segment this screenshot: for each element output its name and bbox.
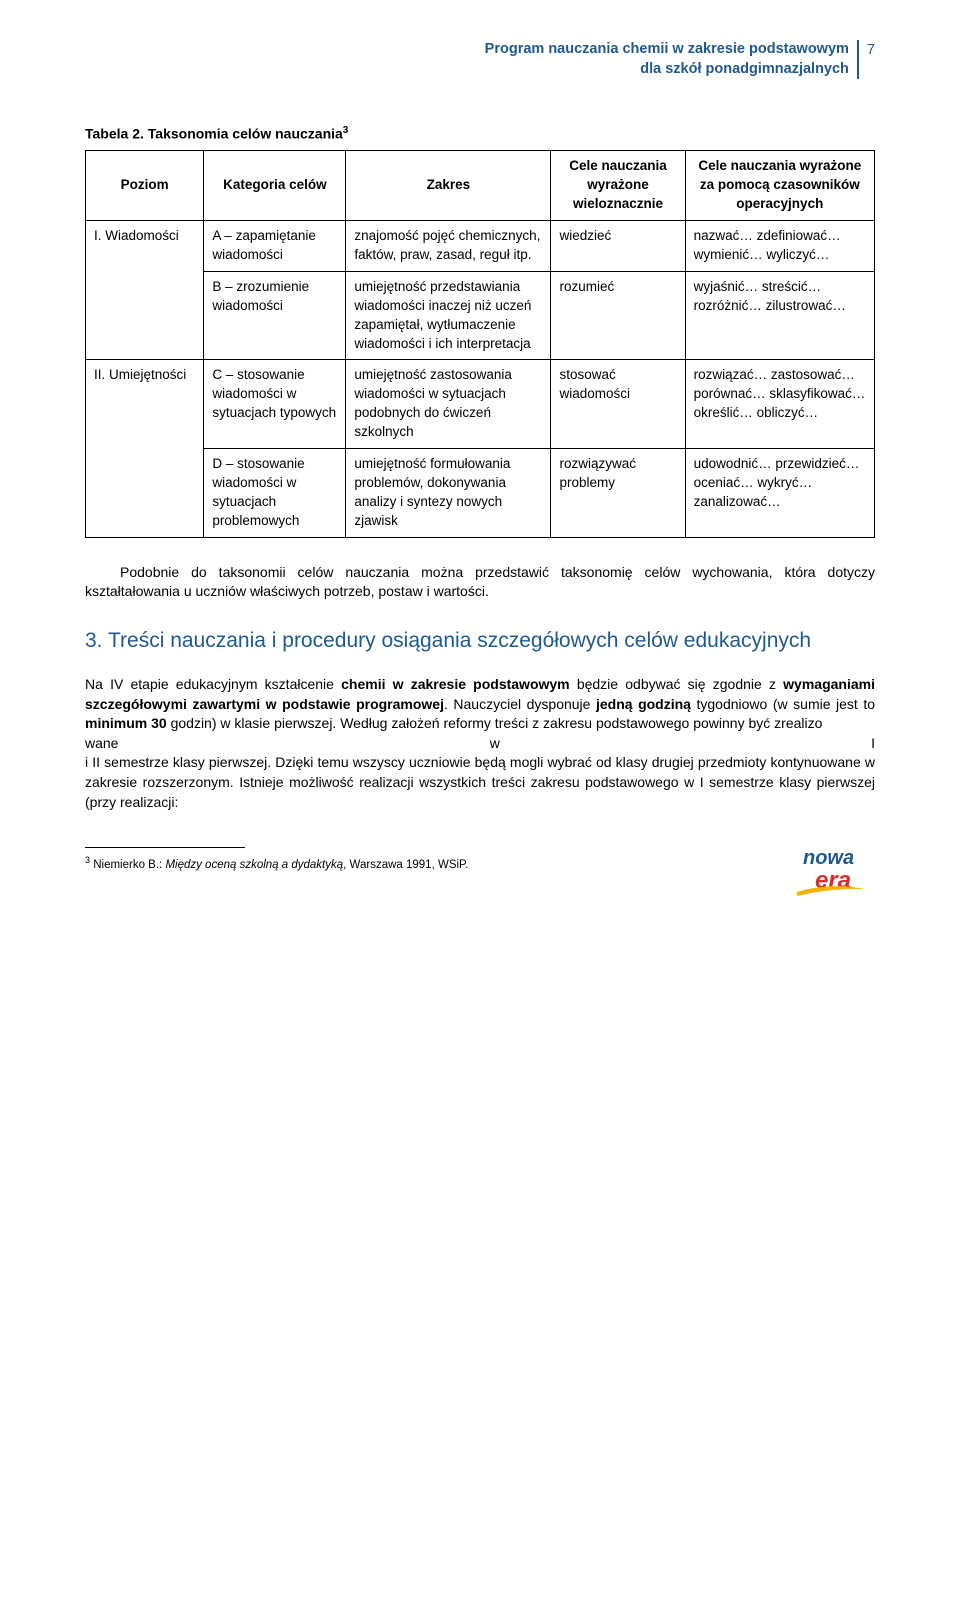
footnote-b: , Warszawa 1991, WSiP. (343, 859, 468, 871)
p2-sw1: wane (85, 735, 118, 751)
footnote-a: Niemierko B.: (90, 859, 165, 871)
p2-e: . Nauczyciel dysponuje (444, 696, 596, 712)
section-heading: 3. Treści nauczania i procedury osiągani… (85, 627, 875, 655)
header-title-line1: Program nauczania chemii w zakresie pods… (485, 41, 849, 57)
table-caption-sup: 3 (343, 125, 349, 136)
logo-svg: nowa era (785, 844, 875, 899)
cell-cele2: udowodnić… przewidzieć… oceniać… wykryć…… (685, 448, 874, 537)
cell-cele2: rozwiązać… zastosować… porównać… sklasyf… (685, 360, 874, 449)
body-paragraph-1: Podobnie do taksonomii celów nauczania m… (85, 563, 875, 602)
cell-kategoria: A – zapamiętanie wiadomości (204, 221, 346, 272)
cell-zakres: umiejętność formułowania problemów, doko… (346, 448, 551, 537)
col-header-cele-czas: Cele nauczania wyrażone za pomocą czasow… (685, 151, 874, 221)
col-header-poziom: Poziom (86, 151, 204, 221)
logo: nowa era (785, 844, 875, 905)
p2-b: chemii w zakresie podstawowym (341, 676, 570, 692)
page-number: 7 (857, 40, 875, 79)
cell-kategoria: D – stosowanie wiadomości w sytuacjach p… (204, 448, 346, 537)
cell-cele1: stosować wiadomości (551, 360, 685, 449)
p2-k: i II semestrze klasy pierwszej. Dzięki t… (85, 754, 875, 809)
cell-zakres: umiejętność zastosowania wiadomości w sy… (346, 360, 551, 449)
table-caption: Tabela 2. Taksonomia celów nauczania3 (85, 124, 875, 144)
col-header-kategoria: Kategoria celów (204, 151, 346, 221)
cell-cele1: wiedzieć (551, 221, 685, 272)
table-row: I. Wiadomości A – zapamiętanie wiadomośc… (86, 221, 875, 272)
footnote-italic: Między oceną szkolną a dydaktyką (165, 859, 343, 871)
p2-h: minimum 30 (85, 715, 167, 731)
p2-i: godzin) w klasie pierwszej. Według założ… (167, 715, 823, 731)
cell-cele2: nazwać… zdefiniować… wymienić… wyliczyć… (685, 221, 874, 272)
cell-cele1: rozumieć (551, 271, 685, 360)
cell-kategoria: C – stosowanie wiadomości w sytuacjach t… (204, 360, 346, 449)
cell-zakres: znajomość pojęć chemicznych, faktów, pra… (346, 221, 551, 272)
page-header: Program nauczania chemii w zakresie pods… (85, 40, 875, 79)
col-header-zakres: Zakres (346, 151, 551, 221)
taxonomy-table: Poziom Kategoria celów Zakres Cele naucz… (85, 150, 875, 537)
p2-sw2: w (490, 735, 500, 751)
cell-zakres: umiejętność przedstawiania wiadomości in… (346, 271, 551, 360)
header-inner: Program nauczania chemii w zakresie pods… (485, 40, 875, 79)
p2-spread: wane w I (85, 734, 875, 754)
p2-f: jedną godziną (596, 696, 691, 712)
table-header-row: Poziom Kategoria celów Zakres Cele naucz… (86, 151, 875, 221)
col-header-cele-wielo: Cele nauczania wyrażone wieloznacznie (551, 151, 685, 221)
body-paragraph-2: Na IV etapie edukacyjnym kształcenie che… (85, 675, 875, 812)
footnote: 3 Niemierko B.: Między oceną szkolną a d… (85, 854, 875, 873)
table-caption-text: Tabela 2. Taksonomia celów nauczania (85, 126, 343, 142)
p2-sw3: I (871, 735, 875, 751)
header-title-line2: dla szkół ponadgimnazjalnych (640, 61, 849, 77)
header-title: Program nauczania chemii w zakresie pods… (485, 40, 857, 79)
cell-poziom: I. Wiadomości (86, 221, 204, 360)
cell-poziom: II. Umiejętności (86, 360, 204, 537)
table-row: II. Umiejętności C – stosowanie wiadomoś… (86, 360, 875, 449)
logo-top-text: nowa (803, 847, 854, 869)
table-row: B – zrozumienie wiadomości umiejętność p… (86, 271, 875, 360)
cell-cele2: wyjaśnić… streścić… rozróżnić… zilustrow… (685, 271, 874, 360)
p2-c: będzie odbywać się zgodnie z (570, 676, 784, 692)
p2-g: tygodniowo (w sumie jest to (691, 696, 875, 712)
p2-a: Na IV etapie edukacyjnym kształcenie (85, 676, 341, 692)
table-row: D – stosowanie wiadomości w sytuacjach p… (86, 448, 875, 537)
cell-cele1: rozwiązywać problemy (551, 448, 685, 537)
footnote-rule (85, 847, 245, 848)
cell-kategoria: B – zrozumienie wiadomości (204, 271, 346, 360)
